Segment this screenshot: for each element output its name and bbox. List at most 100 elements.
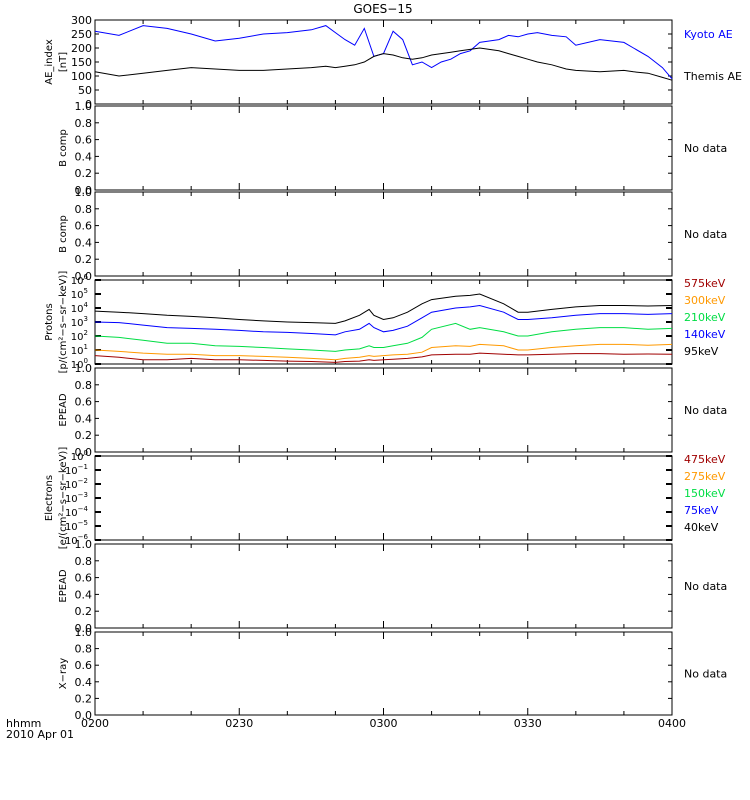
legend-entry: 95keV bbox=[684, 345, 719, 358]
y-axis-label: X−ray bbox=[58, 658, 69, 689]
y-tick-label: 0.2 bbox=[75, 692, 93, 705]
y-tick-label: 106 bbox=[71, 273, 89, 287]
panel-electrons: Electrons [e/(cm²−s−sr−keV)] 10010−110−210… bbox=[44, 447, 726, 550]
y-axis-label: Electrons bbox=[44, 475, 55, 521]
y-tick-label: 101 bbox=[71, 343, 88, 357]
y-tick-label: 0.8 bbox=[75, 117, 93, 130]
y-tick-label: 10−3 bbox=[65, 491, 88, 505]
legend-entry: 75keV bbox=[684, 504, 719, 517]
panel-b2: B comp 0.0 0.2 0.4 0.6 0.8 1.0 No data bbox=[58, 186, 727, 283]
y-tick-label: 0.4 bbox=[75, 676, 93, 689]
y-tick-label: 10−1 bbox=[65, 463, 88, 477]
y-tick-label: 100 bbox=[71, 357, 88, 371]
y-tick-label: 10−2 bbox=[65, 477, 88, 491]
y-axis-label: Protons bbox=[44, 303, 55, 340]
legend-entry: Themis AE bbox=[683, 70, 742, 83]
y-axis-unit: [p/(cm²−s−sr−keV)] bbox=[58, 271, 69, 374]
y-tick-label: 200 bbox=[71, 42, 92, 55]
series-line-210kev bbox=[94, 322, 673, 352]
y-axis-label: B comp bbox=[58, 129, 69, 167]
plot-title: GOES−15 bbox=[353, 2, 412, 16]
panel-b1: B comp 0.0 0.2 0.4 0.6 0.8 1.0 No data bbox=[58, 100, 727, 197]
legend-entry: 210keV bbox=[684, 311, 726, 324]
y-tick-label: 1.0 bbox=[75, 362, 93, 375]
y-tick-label: 0.6 bbox=[75, 659, 93, 672]
y-tick-label: 100 bbox=[71, 449, 88, 463]
y-tick-label: 100 bbox=[71, 70, 92, 83]
y-tick-label: 0.2 bbox=[75, 167, 93, 180]
legend-entry: 475keV bbox=[684, 453, 726, 466]
y-tick-label: 0.6 bbox=[75, 220, 93, 233]
y-tick-label: 10−5 bbox=[65, 519, 88, 533]
y-tick-label: 0.2 bbox=[75, 429, 93, 442]
y-tick-label: 1.0 bbox=[75, 186, 93, 199]
legend-entry: 275keV bbox=[684, 470, 726, 483]
y-tick-label: 0.8 bbox=[75, 379, 93, 392]
y-tick-label: 0.4 bbox=[75, 150, 93, 163]
y-tick-label: 0.0 bbox=[75, 446, 93, 459]
x-tick-label: 0200 bbox=[81, 717, 109, 730]
series-line-300kev bbox=[94, 343, 673, 361]
x-axis-label: hhmm bbox=[6, 717, 41, 730]
y-tick-label: 0.2 bbox=[75, 605, 93, 618]
y-tick-label: 1.0 bbox=[75, 100, 93, 113]
x-tick-label: 0330 bbox=[514, 717, 542, 730]
y-tick-label: 105 bbox=[71, 287, 88, 301]
y-axis-label: EPEAD bbox=[58, 393, 69, 427]
panel-epead1: EPEAD 0.0 0.2 0.4 0.6 0.8 1.0 No data bbox=[58, 362, 727, 459]
series-line-140kev bbox=[94, 304, 673, 336]
no-data-label: No data bbox=[684, 404, 727, 417]
y-tick-label: 0.6 bbox=[75, 134, 93, 147]
series-line-95kev bbox=[94, 293, 673, 324]
y-axis-label: B comp bbox=[58, 215, 69, 253]
y-tick-label: 0.4 bbox=[75, 588, 93, 601]
y-tick-label: 10−6 bbox=[65, 533, 89, 547]
series-line-kyoto-ae bbox=[94, 25, 673, 80]
panel-protons: Protons [p/(cm²−s−sr−keV)] 100101102103104… bbox=[44, 271, 726, 374]
legend-entry: Kyoto AE bbox=[684, 28, 733, 41]
y-tick-label: 1.0 bbox=[75, 538, 93, 551]
y-axis-label: AE_index bbox=[44, 39, 55, 85]
legend-entry: 140keV bbox=[684, 328, 726, 341]
y-tick-label: 10−4 bbox=[65, 505, 89, 519]
y-tick-label: 150 bbox=[71, 56, 92, 69]
y-tick-label: 0.4 bbox=[75, 236, 93, 249]
no-data-label: No data bbox=[684, 580, 727, 593]
y-tick-label: 0.8 bbox=[75, 203, 93, 216]
y-tick-label: 0.8 bbox=[75, 643, 93, 656]
y-tick-label: 0.6 bbox=[75, 572, 93, 585]
legend-entry: 40keV bbox=[684, 521, 719, 534]
y-tick-label: 0.8 bbox=[75, 555, 93, 568]
series-line-themis-ae bbox=[94, 47, 673, 81]
x-tick-label: 0300 bbox=[370, 717, 398, 730]
x-tick-label: 0230 bbox=[225, 717, 253, 730]
y-tick-label: 0 bbox=[85, 98, 92, 111]
y-tick-label: 50 bbox=[78, 84, 92, 97]
y-tick-label: 0.6 bbox=[75, 396, 93, 409]
y-axis-unit: [e/(cm²−s−sr−keV)] bbox=[58, 447, 69, 550]
y-tick-label: 300 bbox=[71, 14, 92, 27]
x-tick-label: 0400 bbox=[658, 717, 686, 730]
y-tick-label: 103 bbox=[71, 315, 88, 329]
series-line-575kev bbox=[94, 352, 673, 363]
y-tick-label: 104 bbox=[71, 301, 89, 315]
x-axis-date: 2010 Apr 01 bbox=[6, 728, 74, 741]
y-tick-label: 250 bbox=[71, 28, 92, 41]
panel-xray: X−ray 0.0 0.2 0.4 0.6 0.8 1.0 No data bbox=[58, 626, 727, 722]
y-tick-label: 102 bbox=[71, 329, 88, 343]
y-axis-label: EPEAD bbox=[58, 569, 69, 603]
y-tick-label: 0.4 bbox=[75, 412, 93, 425]
panel-epead2: EPEAD 0.0 0.2 0.4 0.6 0.8 1.0 No data bbox=[58, 538, 727, 635]
legend-entry: 575keV bbox=[684, 277, 726, 290]
no-data-label: No data bbox=[684, 142, 727, 155]
legend-entry: 300keV bbox=[684, 294, 726, 307]
legend-entry: 150keV bbox=[684, 487, 726, 500]
y-tick-label: 0.0 bbox=[75, 184, 93, 197]
y-tick-label: 0.2 bbox=[75, 253, 93, 266]
y-tick-label: 0.0 bbox=[75, 709, 93, 722]
y-tick-label: 0.0 bbox=[75, 622, 93, 635]
no-data-label: No data bbox=[684, 668, 727, 681]
no-data-label: No data bbox=[684, 228, 727, 241]
